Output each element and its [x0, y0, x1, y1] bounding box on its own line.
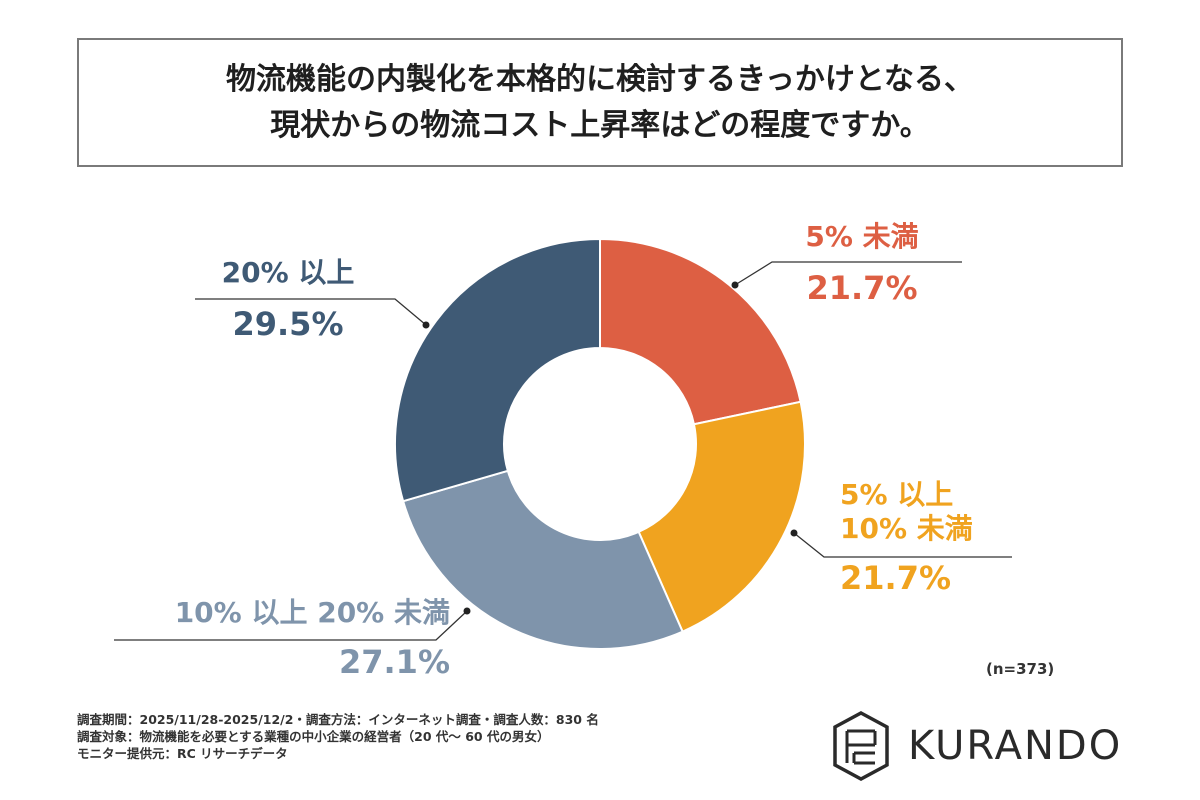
- slice-value-label: 21.7%: [840, 559, 952, 597]
- footnote-line-target: 調査対象：物流機能を必要とする業種の中小企業の経営者（20 代〜 60 代の男女…: [77, 729, 550, 744]
- slice-value-label: 21.7%: [806, 269, 918, 307]
- leader-line-5-to-10: [793, 532, 1012, 558]
- slice-label-10-to-20: 10% 以上 20% 未満 27.1%: [120, 596, 450, 682]
- survey-footnote: 調査期間：2025/11/28-2025/12/2・調査方法：インターネット調査…: [77, 711, 599, 762]
- chart-title-line-1: 物流機能の内製化を本格的に検討するきっかけとなる、: [226, 61, 974, 97]
- sample-size-note: (n=373): [986, 660, 1055, 678]
- slice-value-label: 29.5%: [232, 305, 344, 343]
- slice-category-label: 20% 以上: [221, 256, 355, 289]
- slice-category-label: 5% 以上: [840, 478, 954, 511]
- kurando-logo-text: KURANDO: [908, 723, 1123, 769]
- slice-under-5: [599, 237, 802, 426]
- chart-title-line-2: 現状からの物流コスト上昇率はどの程度ですか。: [270, 107, 930, 143]
- leader-line-10-to-20: [114, 610, 468, 641]
- slice-category-label: 10% 以上 20% 未満: [174, 596, 450, 629]
- donut-slices: [394, 237, 806, 650]
- chart-title: 物流機能の内製化を本格的に検討するきっかけとなる、 現状からの物流コスト上昇率は…: [77, 38, 1123, 167]
- kurando-logo-icon: [833, 711, 889, 781]
- leader-line-over-20-dot: [422, 321, 430, 329]
- slice-category-label-line-2: 10% 未満: [840, 512, 973, 545]
- slice-category-label: 5% 未満: [805, 220, 919, 253]
- slice-value-label: 27.1%: [338, 643, 450, 681]
- leader-line-over-20: [195, 298, 427, 326]
- leader-line-5-to-10-dot: [790, 529, 798, 537]
- slice-label-5-to-10: 5% 以上 10% 未満 21.7%: [840, 478, 973, 598]
- footnote-line-period: 調査期間：2025/11/28-2025/12/2・調査方法：インターネット調査…: [77, 712, 599, 727]
- slice-over-20: [394, 237, 601, 503]
- leader-line-10-to-20-dot: [463, 607, 471, 615]
- slice-10-to-20: [401, 469, 684, 650]
- slice-label-under-5: 5% 未満 21.7%: [787, 220, 937, 308]
- kurando-logo: KURANDO: [832, 711, 1122, 781]
- footnote-line-source: モニター提供元：RC リサーチデータ: [77, 746, 288, 761]
- leader-line-under-5-dot: [731, 281, 739, 289]
- leader-lines: [114, 261, 1012, 641]
- slice-label-over-20: 20% 以上 29.5%: [213, 256, 363, 344]
- slice-5-to-10: [637, 400, 806, 633]
- leader-line-under-5: [734, 261, 962, 286]
